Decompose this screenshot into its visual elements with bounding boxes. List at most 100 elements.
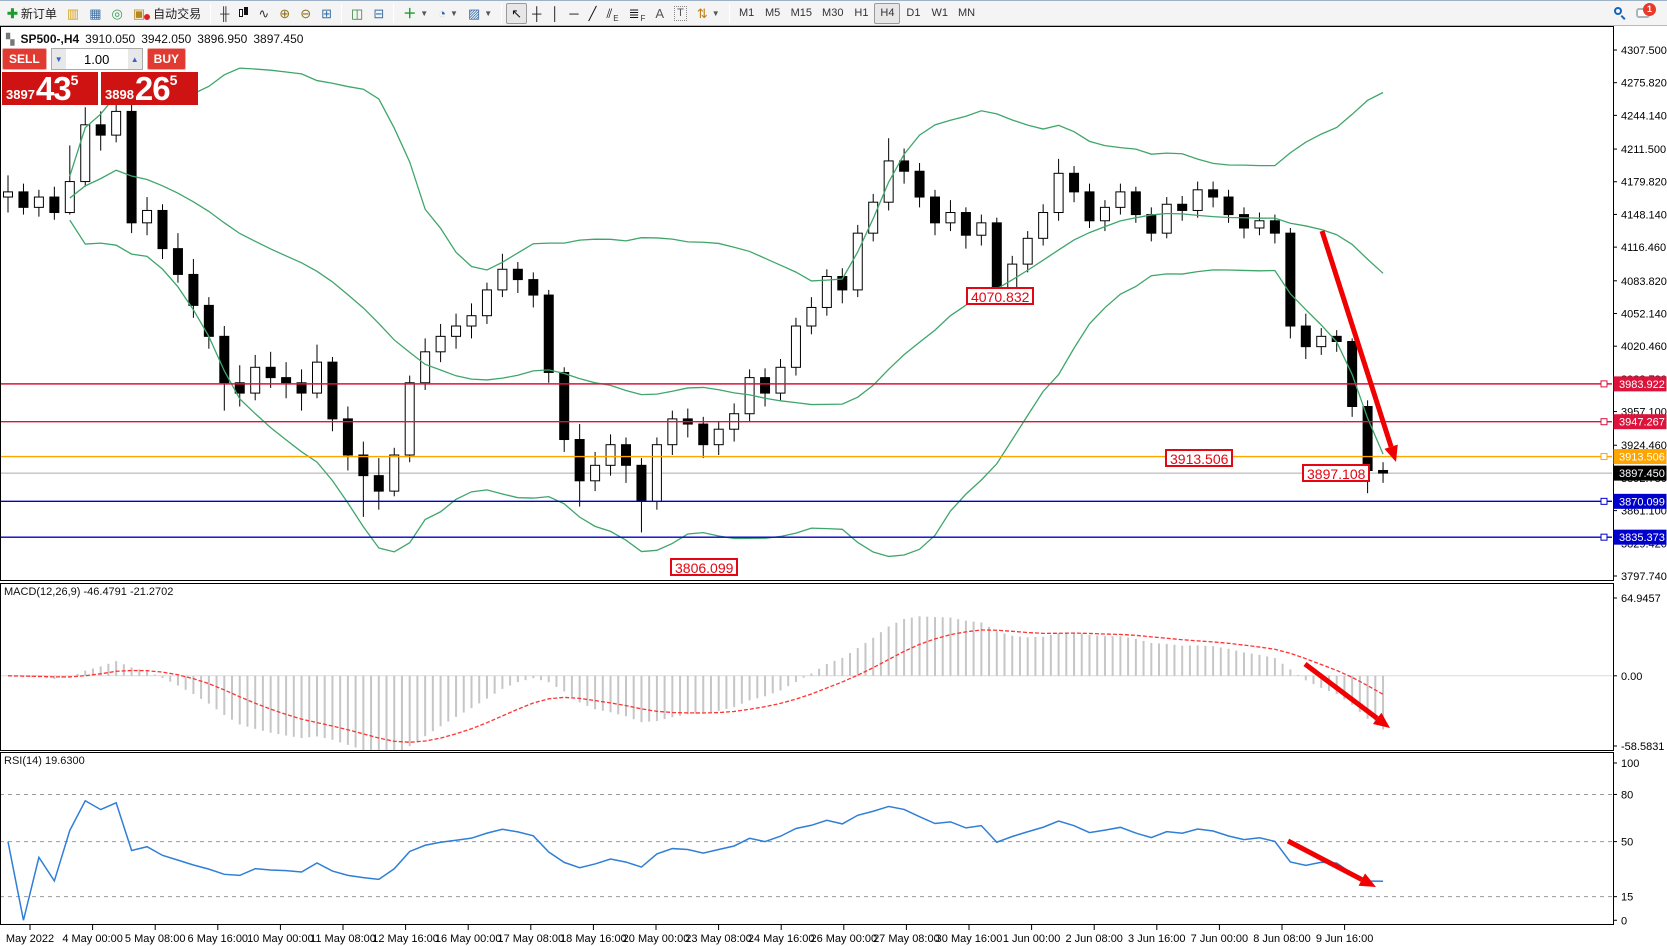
svg-text:4275.820: 4275.820 [1621, 78, 1667, 90]
volume-increase-button[interactable]: ▲ [127, 49, 142, 69]
svg-text:3 Jun 16:00: 3 Jun 16:00 [1128, 933, 1186, 945]
price-annotation[interactable]: 3897.108 [1302, 464, 1371, 482]
price-annotation[interactable]: 4070.832 [966, 287, 1035, 305]
chat-icon[interactable]: 1 [1636, 3, 1656, 19]
bid-price-display[interactable]: 3897 43 5 [2, 72, 98, 105]
timeframe-m30-button[interactable]: M30 [817, 3, 848, 24]
fibonacci-tool-button[interactable]: ≣ F [624, 3, 651, 24]
rsi-axis-tick: 0 [1613, 915, 1627, 927]
text-tool-button[interactable]: A [650, 3, 669, 24]
price-annotation[interactable]: 3913.506 [1165, 449, 1234, 467]
time-axis[interactable]: May 2022 4 May 00:00 5 May 08:00 6 May 16:0… [6, 925, 1374, 945]
timeframe-m5-button[interactable]: M5 [760, 3, 786, 24]
search-icon[interactable] [1614, 7, 1626, 20]
buy-button[interactable]: BUY [146, 48, 187, 70]
volume-control: ▼ ▲ [50, 48, 143, 70]
periods-button[interactable]: ◔ ▼ [433, 3, 463, 24]
horizontal-line-3947.267[interactable] [0, 418, 1613, 426]
timeframe-w1-button[interactable]: W1 [926, 3, 953, 24]
svg-text:May 2022: May 2022 [6, 933, 54, 945]
arrows-tool-button[interactable]: ⇅ ▼ [692, 3, 725, 24]
svg-text:11 May 08:00: 11 May 08:00 [310, 933, 376, 945]
zoom-out-button[interactable]: ⊖ [295, 3, 316, 24]
text-label-icon: T [674, 5, 687, 21]
svg-text:50: 50 [1621, 837, 1633, 849]
svg-text:8 Jun 08:00: 8 Jun 08:00 [1253, 933, 1311, 945]
new-order-icon: ✚ [7, 5, 18, 21]
rsi-axis-tick: 100 [1613, 758, 1639, 770]
ask-price-display[interactable]: 3898 26 5 [101, 72, 198, 105]
horizontal-line-tool-button[interactable]: ─ [564, 3, 583, 24]
svg-text:4020.460: 4020.460 [1621, 341, 1667, 353]
low-value: 3896.950 [197, 32, 248, 46]
data-window-icon: ▦ [89, 5, 102, 21]
dropdown-arrow-icon: ▼ [450, 8, 458, 18]
main-toolbar: ✚ 新订单 ▥ ▦ ◎ ▣ 自动交易 ╫ [0, 1, 1667, 26]
data-window-button[interactable]: ▦ [84, 3, 106, 24]
arrange-button[interactable]: ⊟ [368, 3, 389, 24]
zoom-out-icon: ⊖ [300, 5, 312, 21]
price-annotation[interactable]: 3806.099 [670, 558, 739, 576]
horizontal-line-3835.373[interactable] [0, 533, 1613, 541]
horizontal-line-3870.099[interactable] [0, 497, 1613, 505]
tile-windows-button[interactable]: ⊞ [316, 3, 337, 24]
signals-button[interactable]: ◎ [107, 3, 128, 24]
timeframe-h4-button[interactable]: H4 [874, 2, 901, 24]
vertical-line-icon: │ [551, 5, 560, 21]
text-icon: A [655, 5, 665, 21]
macd-pane[interactable] [0, 616, 1613, 755]
templates-button[interactable]: ▨ ▼ [463, 3, 497, 24]
horizontal-line-icon: ─ [569, 5, 579, 21]
autotrading-button[interactable]: ▣ 自动交易 [128, 3, 206, 24]
svg-text:3913.506: 3913.506 [1619, 452, 1665, 464]
timeframe-d1-button[interactable]: D1 [900, 3, 926, 24]
svg-text:16 May 00:00: 16 May 00:00 [435, 933, 502, 945]
bar-chart-button[interactable]: ╫ [215, 3, 234, 24]
trend-arrow-main[interactable] [1319, 230, 1398, 462]
timeframe-m15-button[interactable]: M15 [786, 3, 817, 24]
bid-price-big: 43 [35, 70, 72, 107]
price-axis-badge: 3913.506 [1613, 449, 1667, 465]
timeframe-mn-button[interactable]: MN [953, 3, 980, 24]
timeframes-toolbar-group: M1 M5 M15 M30 H1 H4 D1 W1 MN [734, 1, 980, 26]
clock-icon: ◔ [438, 5, 447, 21]
vertical-line-tool-button[interactable]: │ [546, 3, 564, 24]
candlestick-chart-button[interactable] [234, 3, 253, 24]
trend-arrow-rsi[interactable] [1286, 838, 1376, 887]
cursor-icon: ↖ [511, 5, 523, 21]
channel-tool-button[interactable]: ⫽ E [601, 3, 623, 24]
timeframe-m1-button[interactable]: M1 [734, 3, 760, 24]
zoom-in-button[interactable]: ⊕ [274, 3, 295, 24]
horizontal-line-3983.922[interactable] [0, 380, 1613, 388]
dropdown-arrow-icon: ▼ [711, 8, 720, 18]
chart-canvas[interactable]: 4307.500 4275.820 4244.140 4211.500 4179.820… [0, 26, 1667, 946]
toolbar-right-group: 1 [1614, 3, 1665, 20]
profile-icon: ◫ [351, 5, 364, 21]
new-order-button[interactable]: ✚ 新订单 [2, 3, 62, 24]
autotrading-icon: ▣ [132, 5, 146, 21]
timeframe-h1-button[interactable]: H1 [848, 3, 874, 24]
signals-icon: ◎ [111, 5, 123, 21]
crosshair-tool-button[interactable]: ┼ [527, 3, 546, 24]
rsi-pane[interactable] [0, 793, 1613, 921]
indicators-button[interactable]: ＋ ▼ [398, 3, 433, 24]
cursor-tool-button[interactable]: ↖ [506, 2, 528, 24]
chart-area[interactable]: 4307.500 4275.820 4244.140 4211.500 4179.820… [0, 26, 1667, 946]
horizontal-line-3913.506[interactable] [0, 453, 1613, 461]
profile-button[interactable]: ◫ [346, 3, 368, 24]
svg-text:4211.500: 4211.500 [1621, 144, 1666, 156]
trend-arrow-macd[interactable] [1303, 662, 1390, 728]
rsi-line [7, 799, 1384, 921]
price-axis-badge: 3947.267 [1613, 414, 1667, 430]
svg-text:4083.820: 4083.820 [1621, 276, 1667, 288]
main-price-pane[interactable] [0, 67, 1613, 558]
text-label-tool-button[interactable]: T [669, 3, 692, 24]
toolbar-separator [341, 3, 343, 23]
volume-input[interactable] [65, 49, 128, 69]
volume-decrease-button[interactable]: ▼ [51, 49, 66, 69]
sell-button[interactable]: SELL [2, 48, 47, 70]
charts-button[interactable]: ▥ [62, 3, 84, 24]
svg-text:10 May 00:00: 10 May 00:00 [247, 933, 314, 945]
line-chart-button[interactable]: ∿ [253, 3, 274, 24]
trendline-tool-button[interactable]: ╱ [584, 3, 602, 24]
